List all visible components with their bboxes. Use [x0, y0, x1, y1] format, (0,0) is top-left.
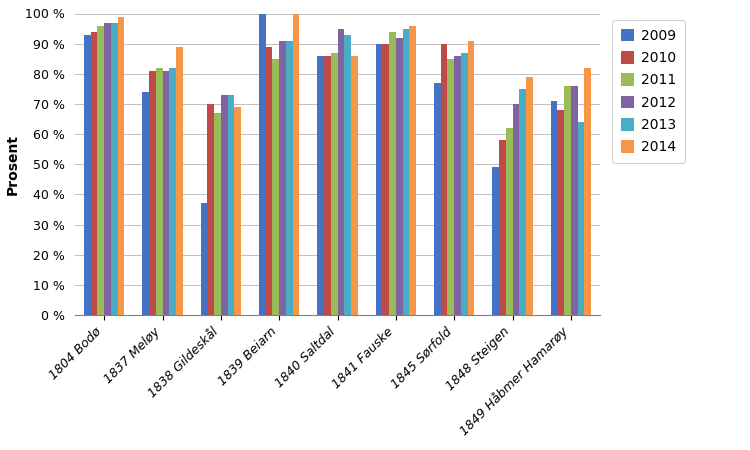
Bar	[259, 14, 266, 315]
Bar	[149, 71, 156, 315]
Bar	[441, 44, 448, 315]
Bar	[526, 77, 532, 315]
Legend: 2009, 2010, 2011, 2012, 2013, 2014: 2009, 2010, 2011, 2012, 2013, 2014	[612, 20, 685, 163]
Bar	[227, 95, 234, 315]
Bar	[460, 53, 467, 315]
Bar	[382, 44, 389, 315]
Bar	[584, 68, 591, 315]
Bar	[396, 38, 403, 315]
Bar	[84, 35, 91, 315]
Bar	[376, 44, 382, 315]
Bar	[266, 47, 272, 315]
Bar	[176, 47, 183, 315]
Bar	[91, 32, 98, 315]
Bar	[317, 56, 324, 315]
Bar	[118, 17, 124, 315]
Bar	[389, 32, 396, 315]
Bar	[550, 101, 557, 315]
Bar	[571, 86, 578, 315]
Bar	[220, 95, 227, 315]
Bar	[403, 28, 410, 315]
Bar	[170, 68, 176, 315]
Bar	[214, 113, 220, 315]
Bar	[506, 128, 512, 315]
Bar	[434, 83, 441, 315]
Bar	[104, 22, 111, 315]
Bar	[279, 40, 286, 315]
Bar	[351, 56, 358, 315]
Bar	[272, 58, 279, 315]
Bar	[98, 26, 104, 315]
Bar	[324, 56, 331, 315]
Bar	[111, 22, 118, 315]
Bar	[156, 68, 163, 315]
Bar	[499, 140, 506, 315]
Bar	[467, 40, 474, 315]
Bar	[163, 71, 170, 315]
Bar	[578, 122, 584, 315]
Bar	[512, 104, 519, 315]
Y-axis label: Prosent: Prosent	[6, 134, 20, 195]
Bar	[564, 86, 571, 315]
Bar	[234, 107, 241, 315]
Bar	[454, 56, 460, 315]
Bar	[331, 53, 338, 315]
Bar	[208, 104, 214, 315]
Bar	[519, 89, 526, 315]
Bar	[410, 26, 416, 315]
Bar	[344, 35, 351, 315]
Bar	[286, 40, 292, 315]
Bar	[557, 110, 564, 315]
Bar	[338, 28, 344, 315]
Bar	[292, 14, 299, 315]
Bar	[448, 58, 454, 315]
Bar	[142, 92, 149, 315]
Bar	[201, 203, 208, 315]
Bar	[492, 167, 499, 315]
